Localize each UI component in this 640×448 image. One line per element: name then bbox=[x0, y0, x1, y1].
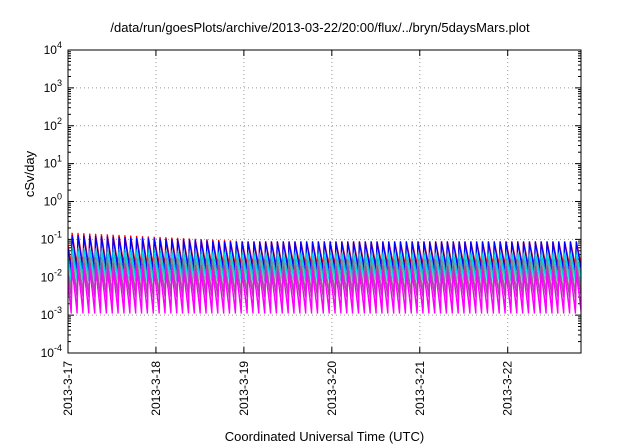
y-tick-label: 104 bbox=[44, 40, 62, 57]
plot-frame bbox=[67, 49, 582, 354]
chart-title: /data/run/goesPlots/archive/2013-03-22/2… bbox=[110, 20, 530, 35]
series-group bbox=[68, 232, 581, 314]
y-tick-label: 101 bbox=[44, 154, 62, 171]
y-tick-label: 10-1 bbox=[41, 229, 62, 246]
x-tick-label: 2013-3-20 bbox=[325, 361, 339, 416]
x-tick-label: 2013-3-18 bbox=[149, 361, 163, 416]
y-tick-label: 102 bbox=[44, 116, 62, 133]
series-line-4 bbox=[68, 256, 581, 293]
x-tick-label: 2013-3-17 bbox=[61, 361, 75, 416]
x-tick-label: 2013-3-22 bbox=[501, 361, 515, 416]
y-axis-label: cSv/day bbox=[22, 150, 37, 198]
series-line-7 bbox=[68, 270, 581, 309]
y-tick-label: 10-3 bbox=[41, 305, 62, 322]
y-tick-label: 10-4 bbox=[41, 343, 62, 360]
x-tick-label: 2013-3-21 bbox=[413, 361, 427, 416]
y-tick-label: 10-2 bbox=[41, 267, 62, 284]
y-tick-label: 100 bbox=[44, 192, 62, 209]
x-axis-label: Coordinated Universal Time (UTC) bbox=[224, 429, 425, 444]
x-tick-label: 2013-3-19 bbox=[237, 361, 251, 416]
y-tick-label: 103 bbox=[44, 78, 62, 95]
